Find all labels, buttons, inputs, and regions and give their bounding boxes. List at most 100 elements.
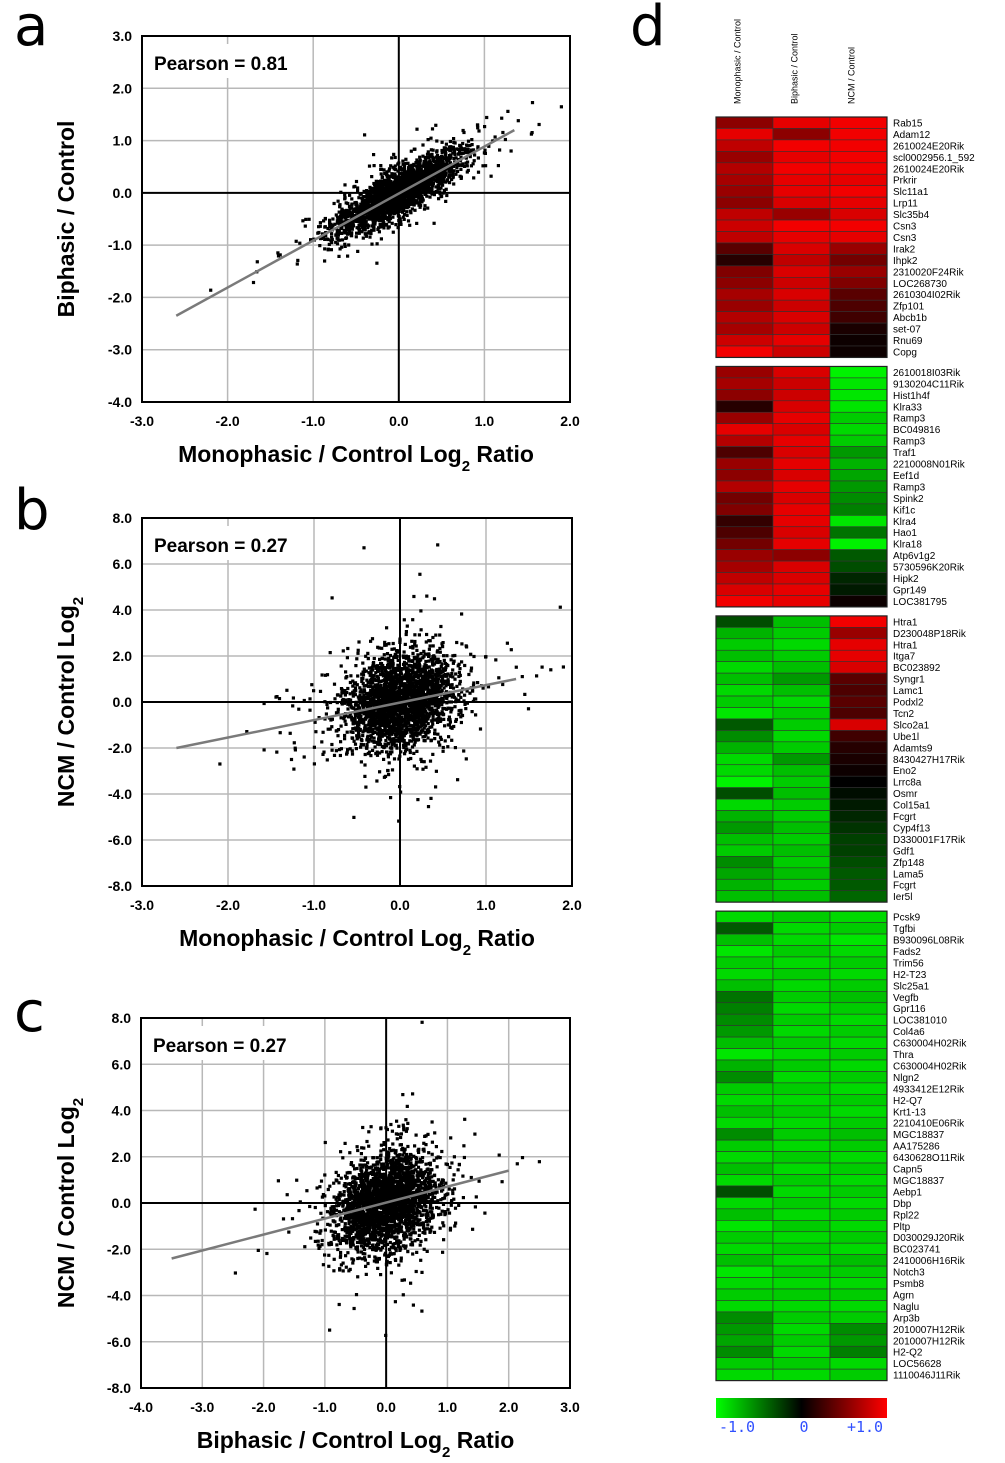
data-point bbox=[356, 189, 360, 193]
data-point bbox=[439, 737, 443, 741]
data-point bbox=[383, 640, 387, 644]
data-point bbox=[359, 760, 363, 764]
data-point bbox=[448, 181, 452, 185]
data-point bbox=[391, 210, 395, 214]
data-point bbox=[378, 698, 382, 703]
data-point bbox=[438, 717, 442, 721]
data-point bbox=[393, 744, 397, 748]
data-point bbox=[385, 676, 389, 680]
data-point bbox=[335, 215, 340, 219]
data-point bbox=[347, 204, 352, 208]
data-point bbox=[344, 231, 348, 235]
data-point bbox=[413, 720, 417, 724]
data-point bbox=[403, 711, 408, 715]
data-point bbox=[375, 216, 379, 220]
data-point bbox=[406, 178, 410, 182]
data-point bbox=[291, 696, 295, 700]
data-point bbox=[423, 739, 427, 743]
data-point bbox=[418, 667, 422, 671]
data-point bbox=[454, 172, 458, 176]
data-point bbox=[336, 236, 340, 240]
data-point bbox=[374, 711, 378, 715]
data-point bbox=[408, 678, 413, 682]
data-point bbox=[386, 715, 390, 719]
data-point bbox=[368, 185, 372, 189]
data-point bbox=[370, 209, 374, 213]
data-point bbox=[407, 182, 411, 186]
data-point bbox=[464, 161, 468, 165]
data-point bbox=[431, 717, 435, 721]
data-point bbox=[350, 206, 354, 210]
data-point bbox=[431, 635, 435, 640]
data-point bbox=[365, 214, 369, 219]
data-point bbox=[442, 157, 446, 161]
data-point bbox=[324, 234, 328, 238]
data-point bbox=[362, 546, 366, 550]
data-point bbox=[371, 661, 375, 665]
data-point bbox=[379, 661, 383, 665]
data-point bbox=[398, 217, 402, 221]
data-point bbox=[393, 207, 397, 211]
data-point bbox=[346, 748, 350, 752]
data-point bbox=[411, 718, 415, 722]
data-point bbox=[446, 147, 450, 151]
data-point bbox=[405, 725, 409, 729]
data-point bbox=[399, 180, 403, 184]
data-point bbox=[404, 176, 408, 180]
data-point bbox=[456, 778, 460, 782]
data-point bbox=[431, 148, 435, 152]
data-point bbox=[395, 673, 400, 677]
data-point bbox=[399, 186, 403, 190]
data-point bbox=[276, 254, 281, 258]
data-point bbox=[343, 690, 347, 694]
data-point bbox=[466, 168, 470, 172]
data-point bbox=[435, 175, 440, 179]
data-point bbox=[387, 203, 391, 207]
data-point bbox=[392, 205, 396, 209]
data-point bbox=[412, 173, 416, 178]
data-point bbox=[380, 182, 384, 186]
data-point bbox=[356, 186, 360, 190]
data-point bbox=[365, 712, 370, 716]
data-point bbox=[457, 698, 461, 702]
data-point bbox=[395, 666, 399, 670]
data-point bbox=[448, 139, 452, 144]
data-point bbox=[459, 152, 463, 156]
data-point bbox=[218, 762, 222, 766]
data-point bbox=[418, 687, 423, 691]
data-point bbox=[396, 724, 400, 728]
data-point bbox=[415, 749, 419, 753]
data-point bbox=[438, 174, 442, 178]
data-point bbox=[358, 690, 362, 694]
data-point bbox=[452, 137, 456, 141]
data-point bbox=[350, 226, 354, 230]
data-point bbox=[360, 690, 364, 694]
data-point bbox=[330, 717, 334, 721]
data-point bbox=[372, 216, 376, 220]
data-point bbox=[440, 662, 444, 666]
data-point bbox=[366, 211, 370, 215]
scatter-chart-a: Pearson = 0.81-3.0 -2.0 -1.0 0.0 1.0 2.03.02.… bbox=[53, 28, 580, 475]
data-point bbox=[395, 707, 399, 711]
data-point bbox=[362, 228, 366, 232]
data-point bbox=[336, 734, 340, 738]
data-point bbox=[403, 715, 407, 719]
data-point bbox=[340, 210, 345, 215]
data-point bbox=[336, 233, 340, 237]
data-point bbox=[359, 208, 364, 212]
data-point bbox=[397, 695, 401, 699]
data-point bbox=[438, 743, 442, 747]
data-point bbox=[457, 152, 461, 156]
data-point bbox=[405, 713, 409, 717]
data-point bbox=[360, 203, 364, 207]
data-point bbox=[426, 682, 430, 686]
scatter-points bbox=[218, 543, 565, 823]
data-point bbox=[386, 735, 390, 739]
data-point bbox=[423, 718, 427, 722]
data-point bbox=[384, 670, 388, 674]
data-point bbox=[337, 230, 341, 234]
data-point bbox=[400, 691, 404, 695]
data-point bbox=[422, 654, 426, 658]
data-point bbox=[387, 683, 391, 687]
data-point bbox=[379, 683, 383, 688]
